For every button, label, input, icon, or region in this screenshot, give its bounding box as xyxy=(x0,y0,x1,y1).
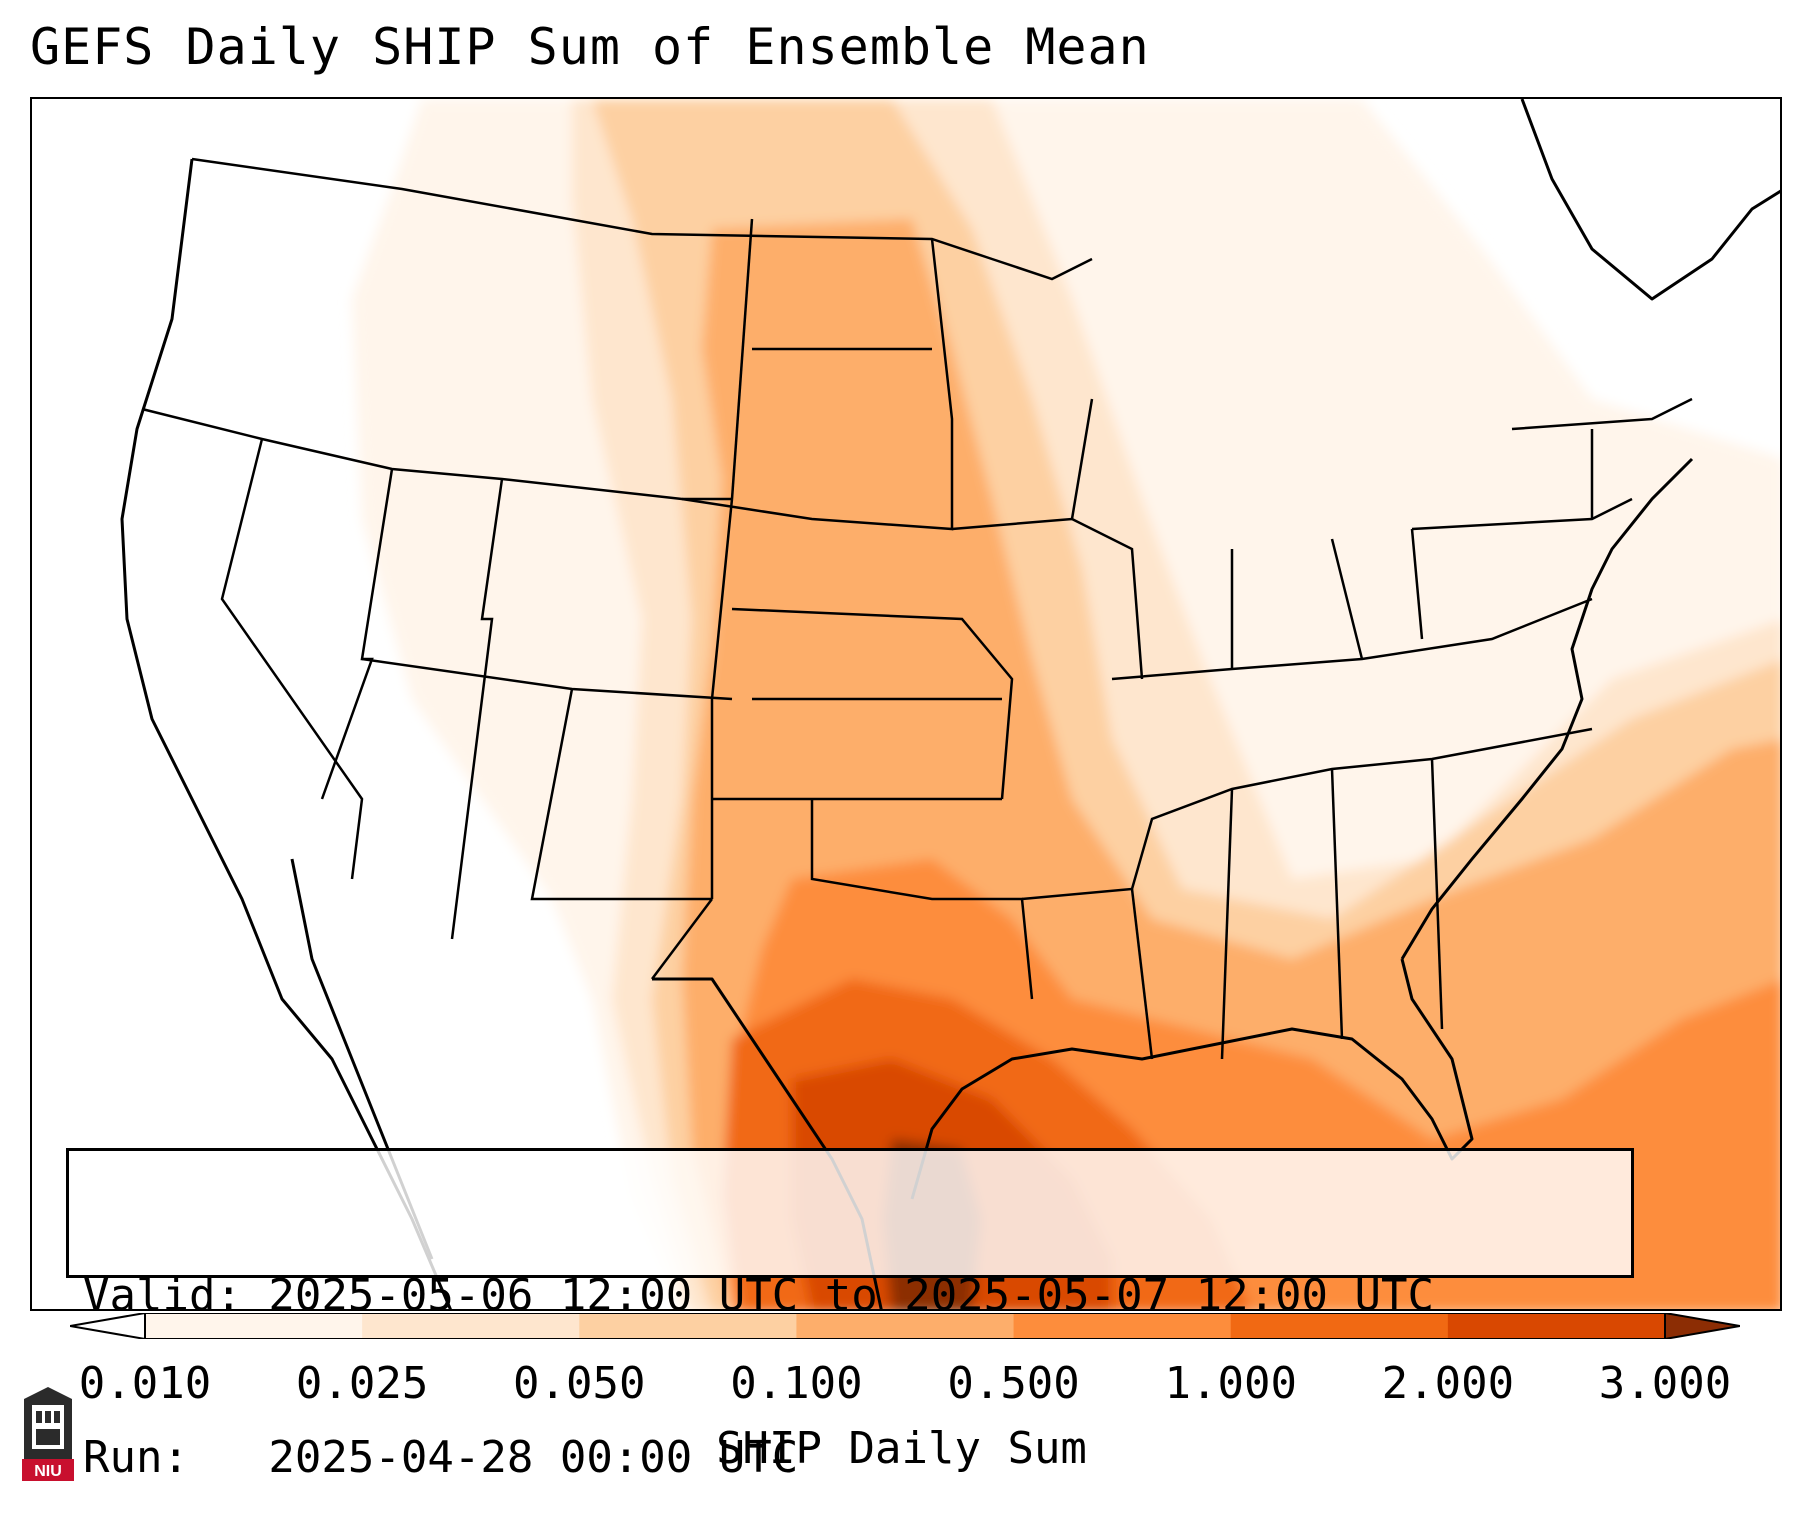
west-coast xyxy=(120,158,452,1309)
colorbar-tick-label: 2.000 xyxy=(1381,1358,1515,1409)
colorbar-segment xyxy=(145,1313,363,1339)
colorbar xyxy=(70,1313,1740,1339)
colorbar-tick-label: 0.050 xyxy=(513,1358,646,1409)
colorbar-segment xyxy=(579,1313,797,1339)
map-panel xyxy=(30,97,1782,1311)
colorbar-tick-label: 0.100 xyxy=(730,1358,863,1409)
ship-field xyxy=(352,99,1780,1309)
colorbar-tick-label: 1.000 xyxy=(1164,1358,1297,1409)
svg-text:NIU: NIU xyxy=(34,1463,62,1480)
map-title: GEFS Daily SHIP Sum of Ensemble Mean xyxy=(30,18,1150,76)
colorbar-segment xyxy=(1013,1313,1232,1339)
colorbar-tick-label: 0.025 xyxy=(295,1358,429,1409)
colorbar-tick-label: 3.000 xyxy=(1598,1358,1732,1409)
colorbar-segment xyxy=(362,1313,580,1339)
colorbar-segment xyxy=(1230,1313,1449,1339)
valid-run-info-box: Valid: 2025-05-06 12:00 UTC to 2025-05-0… xyxy=(66,1148,1634,1483)
colorbar-extend-low xyxy=(70,1313,146,1339)
colorbar-outline xyxy=(144,1313,1666,1339)
colorbar-tick-label: 0.500 xyxy=(947,1358,1080,1409)
state-boundaries xyxy=(141,157,1693,1060)
colorbar-segment xyxy=(796,1313,1015,1339)
colorbar-extend-high xyxy=(1664,1313,1740,1339)
colorbar-label: SHIP Daily Sum xyxy=(716,1423,1087,1474)
canada-coast xyxy=(1520,99,1780,301)
texas-coast xyxy=(910,958,1474,1200)
colorbar-tick-label: 0.010 xyxy=(78,1358,212,1409)
atlantic-coast xyxy=(1400,457,1694,960)
colorbar-segments xyxy=(70,1313,1740,1339)
shaded-field-map xyxy=(120,99,1780,1309)
colorbar-segment xyxy=(1447,1313,1666,1339)
run-time-text: Run: 2025-04-28 00:00 UTC xyxy=(83,1432,799,1483)
niu-logo-icon: NIU xyxy=(22,1387,74,1481)
